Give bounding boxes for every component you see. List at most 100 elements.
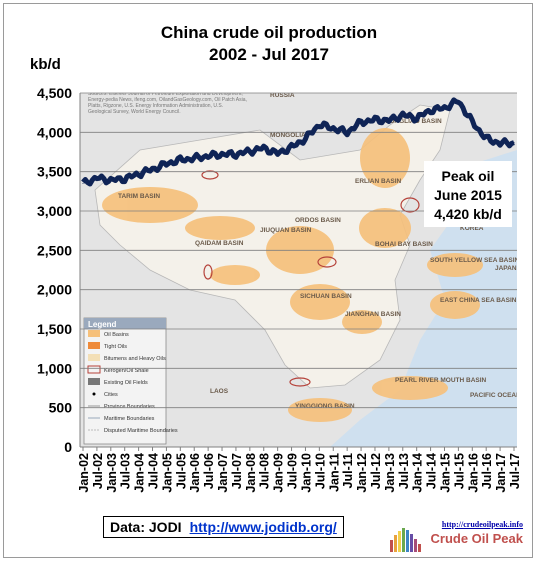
y-axis-label: kb/d: [30, 56, 61, 73]
x-tick-label: Jan-03: [105, 453, 119, 493]
data-point: [485, 138, 487, 140]
legend-swatch: [88, 330, 100, 337]
map-label: LAOS: [210, 388, 229, 395]
data-point: [263, 147, 265, 149]
map-label: MONGOLIA: [270, 132, 306, 139]
y-axis-ticks: 0 500 1,000 1,500 2,000 2,500 3,000 3,500 4,000 4…: [37, 85, 72, 455]
x-tick-label: Jul-17: [508, 453, 522, 489]
data-source: Data: JODI http://www.jodidb.org/: [103, 516, 344, 538]
x-tick-label: Jan-02: [77, 453, 91, 493]
legend-label: Bitumens and Heavy Oils: [104, 356, 166, 362]
legend-swatch: [88, 354, 100, 361]
y-tick-label: 500: [49, 400, 73, 416]
data-point: [304, 138, 306, 140]
map-legend: Legend Oil Basins Tight Oils Bitumens and …: [83, 317, 178, 445]
data-point: [513, 142, 515, 144]
logo-url: http://crudeoilpeak.info: [441, 520, 523, 529]
china-basin-map: TARIM BASIN QAIDAM BASIN JIUQUAN BASIN ORDO…: [80, 93, 521, 447]
peak-oil-annotation: Peak oil June 2015 4,420 kb/d: [424, 161, 512, 227]
map-label: PACIFIC OCEAN: [470, 392, 521, 399]
chart-title-line2: 2002 - Jul 2017: [208, 45, 330, 64]
map-label: ORDOS BASIN: [295, 217, 341, 224]
x-tick-label: Jan-12: [355, 453, 369, 493]
y-tick-label: 2,000: [37, 282, 72, 298]
legend-swatch: [88, 378, 100, 385]
map-label: JIANGHAN BASIN: [345, 311, 401, 318]
chart-frame: [3, 3, 533, 558]
data-point: [374, 119, 376, 121]
chart-title: China crude oil production 2002 - Jul 20…: [0, 22, 538, 66]
legend-label: Disputed Maritime Boundaries: [104, 428, 178, 434]
map-label: QAIDAM BASIN: [195, 240, 244, 247]
x-tick-label: Jul-13: [397, 453, 411, 489]
legend-label: Tight Oils: [104, 344, 127, 350]
map-label: SOUTH YELLOW SEA BASIN: [430, 257, 520, 264]
data-point: [318, 123, 320, 125]
x-tick-label: Jan-15: [438, 453, 452, 493]
x-tick-label: Jan-14: [411, 453, 425, 493]
x-tick-label: Jan-04: [133, 453, 147, 493]
data-point: [124, 178, 126, 180]
map-label: YINGGIONG BASIN: [295, 403, 355, 410]
x-tick-label: Jan-13: [383, 453, 397, 493]
map-label: JIUQUAN BASIN: [260, 227, 312, 234]
data-point: [249, 150, 251, 152]
x-tick-label: Jul-16: [480, 453, 494, 489]
chart-title-line1: China crude oil production: [160, 23, 378, 42]
map-kerogen-shale: [201, 170, 420, 387]
x-tick-label: Jul-11: [341, 453, 355, 488]
data-point: [291, 146, 293, 148]
y-tick-label: 1,000: [37, 360, 72, 376]
data-point: [457, 100, 459, 102]
x-tick-label: Jul-03: [119, 453, 133, 489]
x-tick-label: Jan-11: [327, 453, 341, 492]
y-tick-label: 4,500: [37, 85, 72, 101]
x-tick-label: Jan-06: [188, 453, 202, 493]
data-point: [402, 114, 404, 116]
legend-label: Province Boundaries: [104, 404, 155, 410]
legend-label: Maritime Boundaries: [104, 416, 155, 422]
map-label: BOHAI BAY BASIN: [375, 241, 433, 248]
peak-oil-line2: June 2015: [434, 187, 502, 203]
data-point: [165, 163, 167, 165]
legend-label: Kerogen/Oil Shale: [104, 368, 149, 374]
data-point: [332, 127, 334, 129]
legend-label: Existing Oil Fields: [104, 380, 148, 386]
data-point: [138, 173, 140, 175]
data-point: [499, 142, 501, 144]
data-point: [443, 107, 445, 109]
map-label: SICHUAN BASIN: [300, 293, 352, 300]
data-point: [110, 179, 112, 181]
map-label: EAST CHINA SEA BASIN: [440, 297, 517, 304]
y-tick-label: 4,000: [37, 124, 72, 140]
map-label: KOREA: [460, 225, 484, 232]
y-tick-label: 2,500: [37, 242, 72, 258]
data-point: [235, 153, 237, 155]
x-tick-label: Jul-05: [174, 453, 188, 489]
map-label: ERLIAN BASIN: [355, 178, 402, 185]
x-tick-label: Jul-15: [452, 453, 466, 489]
map-legend-items: Oil Basins Tight Oils Bitumens and Heavy O…: [87, 330, 178, 434]
data-point: [388, 120, 390, 122]
data-source-link[interactable]: http://www.jodidb.org/: [189, 519, 337, 535]
data-point: [96, 177, 98, 179]
data-point: [277, 153, 279, 155]
logo-bars-icon: [390, 528, 421, 552]
map-label: JAPAN: [495, 265, 517, 272]
crude-oil-peak-logo: http://crudeoilpeak.info Crude Oil Peak: [388, 520, 523, 552]
data-point: [416, 117, 418, 119]
legend-swatch: [87, 365, 101, 374]
map-oil-basins: [102, 128, 483, 422]
x-tick-label: Jul-07: [230, 453, 244, 489]
x-tick-label: Jul-09: [286, 453, 300, 489]
x-tick-label: Jul-02: [91, 453, 105, 489]
x-tick-label: Jan-10: [299, 453, 313, 493]
legend-label: Cities: [104, 392, 118, 398]
legend-swatch: [88, 342, 100, 349]
x-tick-label: Jul-12: [369, 453, 383, 489]
x-axis-ticks: Jan-02 Jul-02 Jan-03 Jul-03 Jan-04 Jul-04 Jan-…: [77, 447, 522, 493]
y-tick-label: 0: [64, 439, 72, 455]
data-point: [179, 159, 181, 161]
data-point: [221, 153, 223, 155]
x-tick-label: Jul-14: [425, 453, 439, 489]
